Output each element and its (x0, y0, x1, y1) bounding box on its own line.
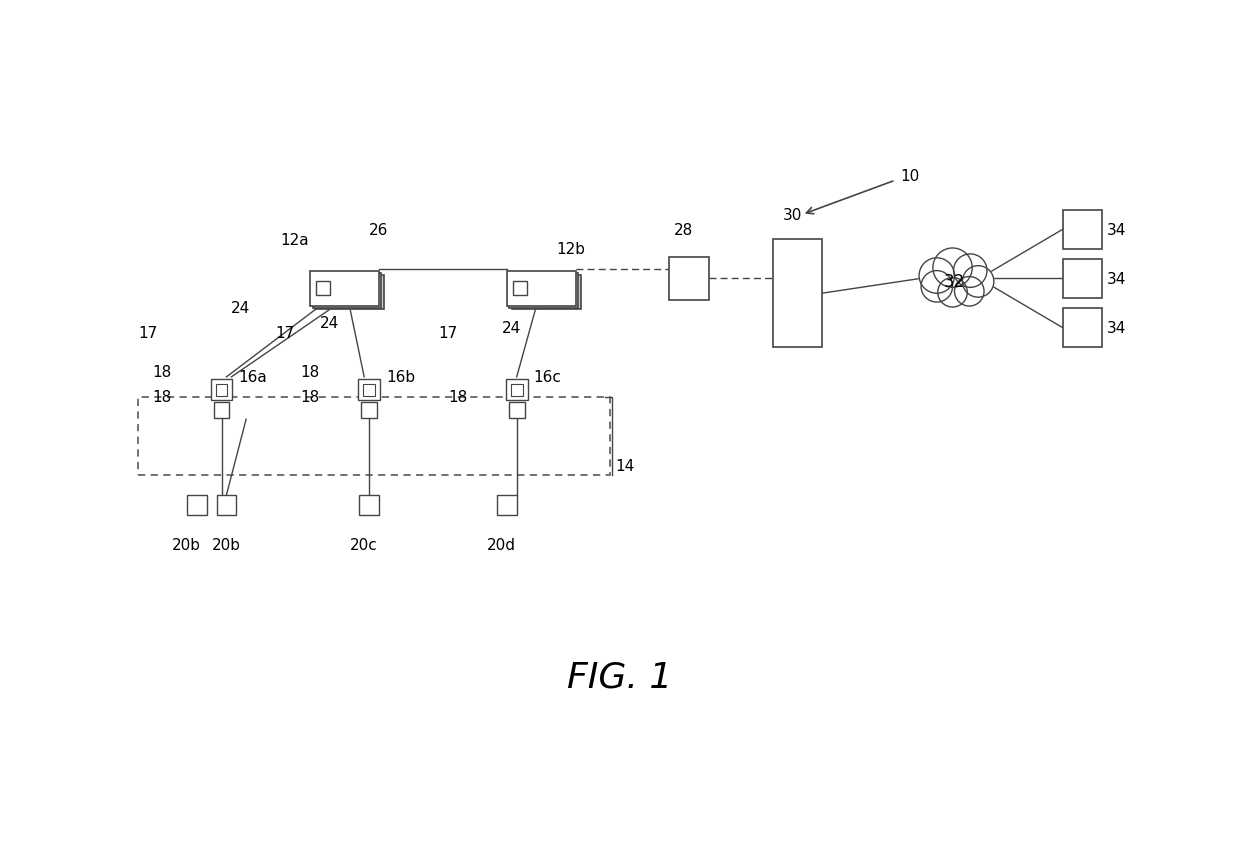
Text: 12a: 12a (280, 232, 309, 247)
Bar (213, 403, 229, 418)
Bar (507, 272, 575, 307)
Circle shape (932, 257, 976, 300)
Bar (360, 495, 379, 515)
Text: 18: 18 (153, 365, 172, 380)
Text: 32: 32 (944, 273, 965, 291)
Text: 20b: 20b (172, 537, 201, 552)
Bar (1063, 308, 1102, 348)
Circle shape (955, 277, 985, 307)
Text: 16b: 16b (386, 370, 415, 385)
Text: 18: 18 (300, 365, 320, 380)
Bar (217, 495, 237, 515)
Bar (310, 272, 379, 307)
Bar (511, 384, 522, 396)
Bar (316, 282, 330, 296)
Bar (315, 276, 384, 310)
Text: 34: 34 (1107, 321, 1126, 336)
Bar (513, 282, 527, 296)
Bar (312, 274, 382, 308)
Bar (211, 380, 232, 401)
Circle shape (962, 266, 994, 298)
Text: 24: 24 (320, 316, 340, 331)
Text: 28: 28 (675, 222, 693, 238)
Text: 34: 34 (1107, 272, 1126, 287)
Text: 16c: 16c (533, 370, 562, 385)
Text: 20c: 20c (350, 537, 377, 552)
Bar (361, 403, 377, 418)
Bar (497, 495, 517, 515)
Text: 18: 18 (153, 389, 172, 405)
Bar (670, 257, 708, 300)
Text: FIG. 1: FIG. 1 (568, 660, 672, 694)
Bar (510, 274, 578, 308)
Bar (187, 495, 207, 515)
Bar (508, 403, 525, 418)
Text: 14: 14 (615, 458, 635, 474)
Text: 26: 26 (370, 222, 388, 238)
Text: 30: 30 (782, 208, 802, 223)
Text: 17: 17 (438, 325, 458, 341)
Circle shape (932, 249, 972, 288)
Circle shape (937, 278, 967, 307)
Bar (1063, 259, 1102, 299)
Text: 18: 18 (300, 389, 320, 405)
Text: 17: 17 (138, 325, 157, 341)
Bar (358, 380, 379, 401)
Text: 10: 10 (900, 169, 920, 183)
Bar (512, 276, 580, 310)
Text: 17: 17 (275, 325, 295, 341)
Circle shape (919, 258, 955, 294)
Text: 16a: 16a (238, 370, 267, 385)
Bar (506, 380, 527, 401)
Bar (363, 384, 374, 396)
Circle shape (921, 271, 952, 303)
Circle shape (954, 255, 987, 288)
Text: 18: 18 (448, 389, 467, 405)
Text: 24: 24 (502, 321, 521, 336)
Bar (216, 384, 227, 396)
Text: 12b: 12b (556, 242, 585, 257)
Text: 20b: 20b (212, 537, 241, 552)
Bar (1063, 210, 1102, 250)
Text: 24: 24 (232, 301, 250, 316)
Text: 34: 34 (1107, 222, 1126, 238)
Bar (773, 240, 822, 348)
Text: 20d: 20d (487, 537, 516, 552)
